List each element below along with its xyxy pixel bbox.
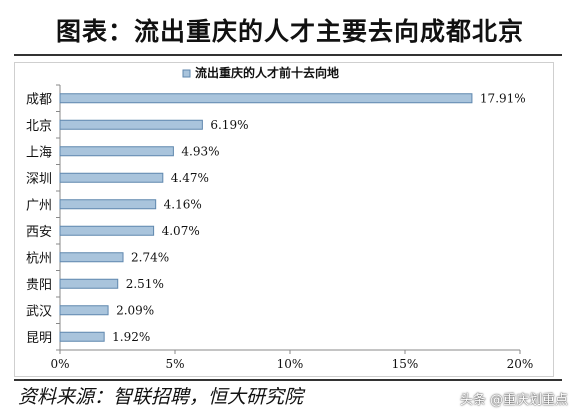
data-label: 1.92%	[112, 330, 150, 344]
bar	[59, 331, 105, 342]
chart-panel: 流出重庆的人才前十去向地成都 17.91% 北京 6.19% 上海 4.93% 深圳 4.47…	[14, 62, 554, 377]
bar	[59, 172, 164, 183]
bar	[59, 225, 155, 236]
data-label: 17.91%	[480, 91, 526, 105]
data-label: 6.19%	[210, 118, 248, 132]
watermark: 头条 @重庆划重点	[459, 393, 568, 408]
page-title: 图表：流出重庆的人才主要去向成都北京	[55, 17, 524, 46]
x-tick-label: 20%	[507, 357, 534, 371]
data-label: 4.47%	[171, 171, 209, 185]
x-tick-label: 0%	[50, 357, 69, 371]
category-label: 武汉	[26, 304, 52, 319]
bar	[59, 278, 119, 289]
category-label: 深圳	[26, 172, 52, 187]
data-label: 4.07%	[162, 224, 200, 238]
category-label: 昆明	[26, 331, 52, 346]
data-label: 2.51%	[126, 277, 164, 291]
footer-divider	[14, 379, 562, 381]
x-tick-label: 10%	[277, 357, 304, 371]
bar	[59, 199, 157, 210]
legend-swatch	[182, 69, 191, 78]
bar	[59, 146, 174, 157]
source-note: 资料来源：智联招聘，恒大研究院	[18, 386, 304, 408]
category-label: 北京	[26, 119, 52, 134]
x-tick-label: 15%	[392, 357, 419, 371]
data-label: 2.74%	[131, 250, 169, 264]
x-tick-label: 5%	[165, 357, 184, 371]
category-label: 成都	[26, 92, 52, 107]
category-label: 广州	[26, 198, 52, 213]
title-divider	[14, 54, 562, 56]
category-label: 贵阳	[26, 278, 52, 293]
data-label: 4.93%	[181, 144, 219, 158]
category-label: 杭州	[26, 251, 52, 266]
category-label: 上海	[26, 145, 52, 160]
legend-label: 流出重庆的人才前十去向地	[195, 65, 339, 80]
data-label: 2.09%	[116, 303, 154, 317]
data-label: 4.16%	[164, 197, 202, 211]
category-label: 西安	[26, 225, 52, 240]
bar	[59, 93, 473, 104]
bar	[59, 305, 109, 316]
bar	[59, 119, 203, 130]
bar	[59, 252, 124, 263]
